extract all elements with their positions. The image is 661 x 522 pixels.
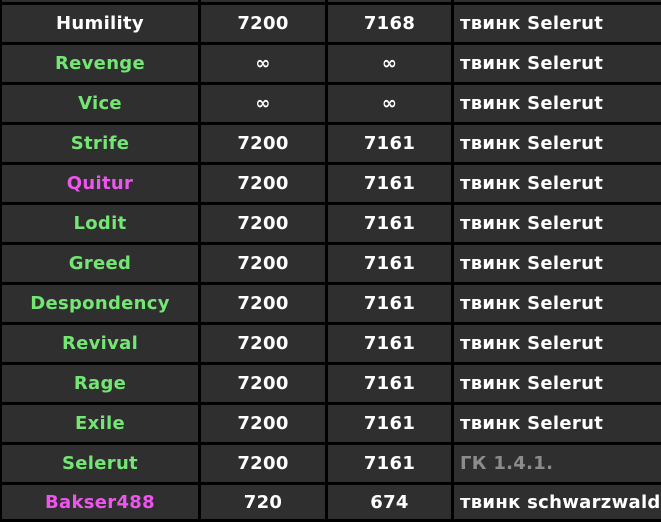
partial-cell xyxy=(201,0,325,2)
count-a-cell: ∞ xyxy=(201,85,325,122)
count-a-cell: 7200 xyxy=(201,285,325,322)
player-name-cell[interactable]: Greed xyxy=(2,245,198,282)
count-b-cell: 7161 xyxy=(328,285,451,322)
note-cell: твинк schwarzwald xyxy=(454,485,661,519)
note-cell: твинк Selerut xyxy=(454,125,661,162)
player-name-cell[interactable]: Selerut xyxy=(2,445,198,482)
note-cell: твинк Selerut xyxy=(454,85,661,122)
count-b-cell: 7168 xyxy=(328,5,451,42)
player-name-cell[interactable]: Strife xyxy=(2,125,198,162)
note-cell: твинк Selerut xyxy=(454,365,661,402)
player-name-cell[interactable]: Quitur xyxy=(2,165,198,202)
partial-cell xyxy=(2,0,198,2)
partial-cell xyxy=(454,0,661,2)
player-name-cell[interactable]: Exile xyxy=(2,405,198,442)
count-a-cell: 7200 xyxy=(201,325,325,362)
count-a-cell: 7200 xyxy=(201,445,325,482)
count-b-cell: 7161 xyxy=(328,325,451,362)
player-name-cell[interactable]: Rage xyxy=(2,365,198,402)
partial-cell xyxy=(328,0,451,2)
note-cell: твинк Selerut xyxy=(454,5,661,42)
note-cell: твинк Selerut xyxy=(454,45,661,82)
note-cell: твинк Selerut xyxy=(454,165,661,202)
note-cell: твинк Selerut xyxy=(454,405,661,442)
note-cell: твинк Selerut xyxy=(454,245,661,282)
player-name-cell[interactable]: Despondency xyxy=(2,285,198,322)
count-b-cell: ∞ xyxy=(328,85,451,122)
note-cell: твинк Selerut xyxy=(454,205,661,242)
count-b-cell: 7161 xyxy=(328,445,451,482)
count-b-cell: 7161 xyxy=(328,365,451,402)
count-b-cell: ∞ xyxy=(328,45,451,82)
count-a-cell: 7200 xyxy=(201,405,325,442)
count-b-cell: 7161 xyxy=(328,245,451,282)
count-b-cell: 7161 xyxy=(328,205,451,242)
player-name-cell[interactable]: Vice xyxy=(2,85,198,122)
count-b-cell: 7161 xyxy=(328,125,451,162)
player-name-cell[interactable]: Bakser488 xyxy=(2,485,198,519)
count-a-cell: 7200 xyxy=(201,5,325,42)
count-b-cell: 7161 xyxy=(328,165,451,202)
count-a-cell: 7200 xyxy=(201,365,325,402)
player-name-cell[interactable]: Humility xyxy=(2,5,198,42)
player-name-cell[interactable]: Revival xyxy=(2,325,198,362)
count-a-cell: 7200 xyxy=(201,245,325,282)
count-a-cell: ∞ xyxy=(201,45,325,82)
count-a-cell: 720 xyxy=(201,485,325,519)
note-cell: твинк Selerut xyxy=(454,325,661,362)
player-name-cell[interactable]: Lodit xyxy=(2,205,198,242)
count-a-cell: 7200 xyxy=(201,125,325,162)
note-cell: твинк Selerut xyxy=(454,285,661,322)
count-a-cell: 7200 xyxy=(201,165,325,202)
count-b-cell: 674 xyxy=(328,485,451,519)
player-name-cell[interactable]: Revenge xyxy=(2,45,198,82)
count-b-cell: 7161 xyxy=(328,405,451,442)
count-a-cell: 7200 xyxy=(201,205,325,242)
note-cell: ГК 1.4.1. xyxy=(454,445,661,482)
